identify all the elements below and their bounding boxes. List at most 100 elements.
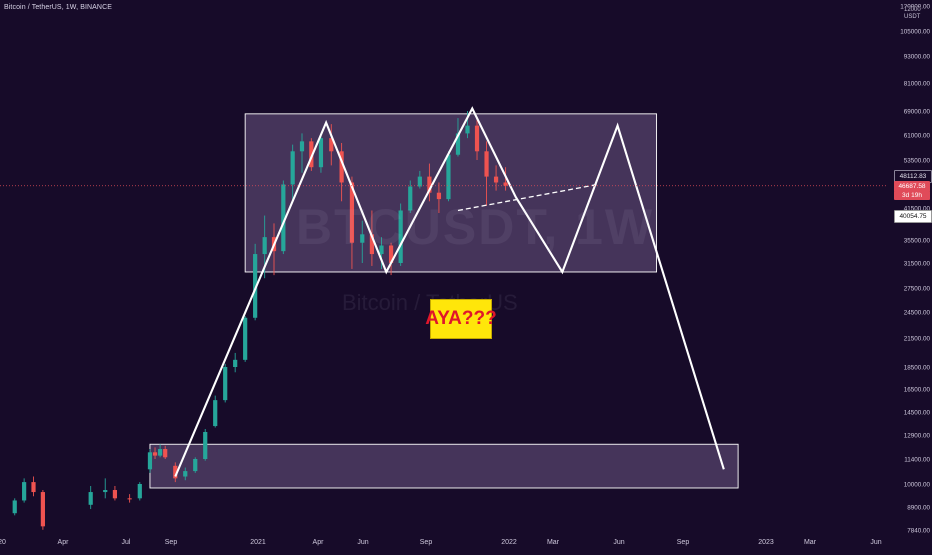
candle [233,352,238,373]
pattern-line[interactable] [174,106,725,477]
candle [213,395,218,428]
candle [436,182,442,213]
y-tick-label: 24500.00 [904,310,931,317]
price-tag-low: 40054.75 [894,210,932,223]
candle [31,476,36,497]
candle-body [299,141,305,152]
candle-body [349,182,355,243]
x-tick-label: 2021 [250,539,266,546]
candle [309,138,314,171]
candle [103,478,108,499]
y-tick-label: 41500.00 [904,206,931,213]
candle [127,494,132,503]
candle [193,457,198,473]
candle [408,180,413,213]
candle [299,133,305,173]
y-tick-label: 35500.00 [904,238,931,245]
candle-body [290,151,295,185]
x-tick-label: 2022 [501,539,517,546]
y-tick-label: 27500.00 [904,286,931,293]
y-tick-label: 10000.00 [904,482,931,489]
x-tick-label: Jun [357,539,368,546]
candle-body [484,151,489,177]
x-axis: 20 Apr Jul Sep 2021 Apr Jun Sep 2022 Mar Jun Sep 202… [0,539,882,546]
candle [484,141,489,206]
candle [417,170,422,189]
candle [152,447,158,459]
price-axis[interactable]: 120000.00105000.0093000.0081000.0069000.… [886,0,932,550]
candle [163,445,168,459]
candle-body [22,482,27,501]
candle-body [455,133,461,155]
x-tick-label: 20 [0,539,6,546]
candle-body [213,400,218,427]
candle [12,498,17,516]
y-tick-label: 8900.00 [907,505,930,512]
range-boxes [149,113,739,489]
candle-body [147,452,153,470]
candle-body [339,151,344,183]
candle [503,167,508,191]
candle [427,163,432,202]
candle [281,180,286,255]
pattern-drawings [174,106,725,477]
candle-body [474,125,480,152]
candle [360,220,365,263]
candle-body [253,254,258,318]
candle [243,316,248,362]
chart-title: Bitcoin / TetherUS, 1W, BINANCE [4,4,113,11]
candle [474,119,480,160]
x-tick-label: Mar [547,539,560,546]
candle [223,363,228,403]
x-tick-label: Apr [58,539,70,546]
y-tick-label: 11400.00 [904,457,930,464]
x-tick-label: Sep [165,539,178,546]
candle-body [173,465,178,479]
x-tick-label: Apr [313,539,325,546]
candle [493,165,499,191]
candle [203,428,208,461]
y-tick-label: 105000.00 [900,29,930,36]
candle [388,242,394,276]
candle [137,482,142,501]
candle-body [137,484,142,499]
candle [147,449,153,473]
candle [112,485,118,501]
candle [318,133,324,173]
candle-body [318,138,324,168]
candle [379,237,384,269]
x-tick-label: Sep [420,539,433,546]
candle-body [388,245,394,263]
candle-body [193,459,198,472]
candle [40,490,45,530]
price-tag-current: 46687.58 [894,181,930,192]
y-tick-label: 14500.00 [904,410,931,417]
y-tick-label: 21500.00 [904,336,931,343]
x-tick-label: Sep [677,539,690,546]
candle [88,485,93,510]
y-tick-label: 93000.00 [904,54,931,61]
range-box-0[interactable] [244,113,658,273]
candle-body [360,234,365,243]
y-tick-label: 69000.00 [904,109,931,116]
candle [183,467,188,481]
candle [22,478,27,503]
currency-line1: 12000 [904,7,921,13]
y-tick-label: 18500.00 [904,365,931,372]
candle-body [158,449,163,456]
y-tick-label: 7840.00 [907,528,930,535]
candle-body [369,234,375,255]
annotation-label: AYA??? [425,299,497,339]
x-tick-label: Jun [613,539,624,546]
candle-body [88,492,93,505]
x-tick-label: Jul [122,539,131,546]
candle-body [446,154,451,200]
candle-body [436,192,442,200]
candle-body [309,141,314,168]
range-box-1[interactable] [149,443,739,489]
currency-label: 12000 USDT [904,7,921,21]
y-tick-label: 53500.00 [904,158,931,165]
candle [173,462,178,483]
candle-body [329,138,334,152]
